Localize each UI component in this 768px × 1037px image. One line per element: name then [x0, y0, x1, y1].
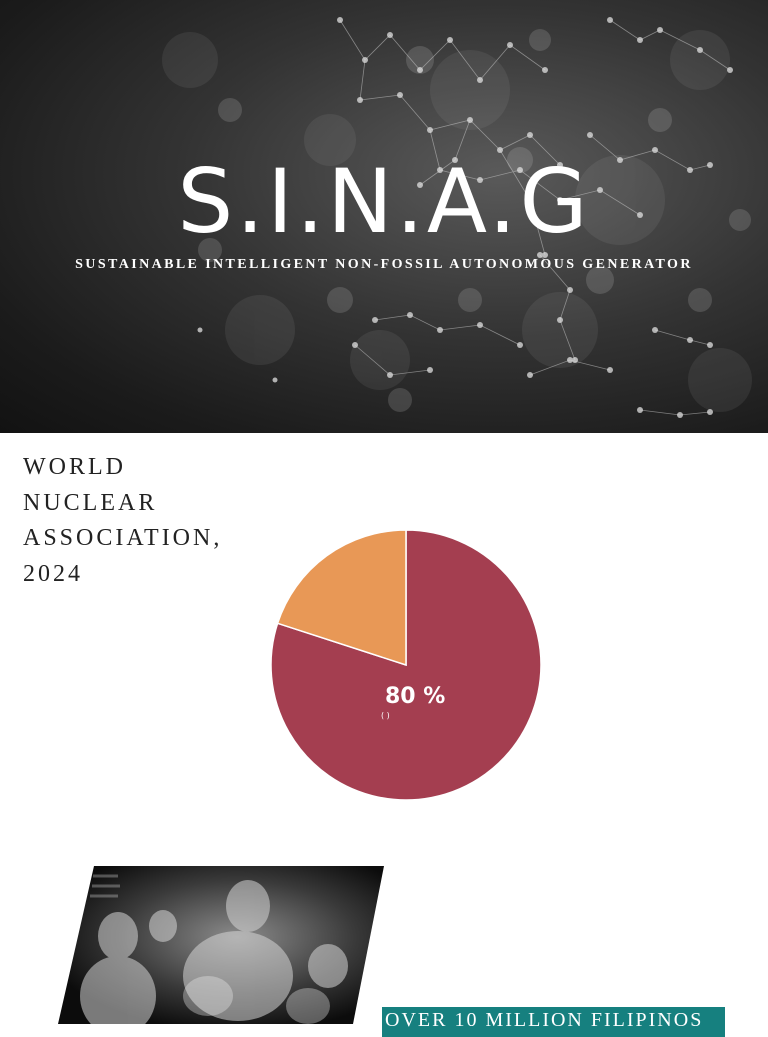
pie-data-label: 80 %	[385, 684, 446, 709]
hero-title: S.I.N.A.G	[177, 150, 591, 253]
pie-chart	[266, 525, 546, 805]
source-heading: WORLD NUCLEAR ASSOCIATION, 2024	[23, 454, 223, 587]
stat-banner-text: OVER 10 MILLION FILIPINOS	[385, 1009, 704, 1031]
pie-data-sublabel: ( )	[381, 711, 390, 720]
family-photo	[58, 866, 384, 1024]
pie-slice-1	[276, 529, 407, 667]
network-background-graphic	[162, 17, 752, 418]
hero-banner: S.I.N.A.G SUSTAINABLE INTELLIGENT NON-FO…	[0, 0, 768, 433]
stat-banner: OVER 10 MILLION FILIPINOS	[382, 1007, 725, 1037]
hero-subtitle: SUSTAINABLE INTELLIGENT NON-FOSSIL AUTON…	[75, 257, 693, 272]
